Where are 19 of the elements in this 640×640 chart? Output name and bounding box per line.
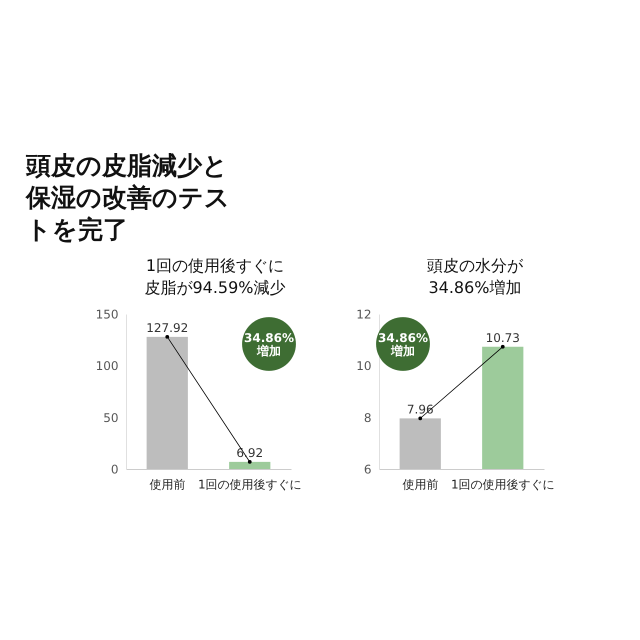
chart-subtitle: 頭皮の水分が34.86%増加 bbox=[426, 255, 524, 299]
chart-subtitle: 1回の使用後すぐに皮脂が94.59%減少 bbox=[143, 255, 286, 299]
annotation: 34.86% 増加 bbox=[244, 331, 294, 358]
y-tick-label: 8 bbox=[364, 410, 372, 425]
y-tick-label: 50 bbox=[103, 410, 118, 425]
y-tick-label: 12 bbox=[356, 308, 372, 322]
y-tick-label: 100 bbox=[96, 359, 118, 374]
x-tick-label: 使用前 bbox=[402, 478, 438, 492]
x-tick-label: 1回の使用後すぐに bbox=[450, 478, 555, 492]
annotation: 34.86% 増加 bbox=[378, 331, 428, 358]
data-label: 10.73 bbox=[486, 330, 520, 345]
y-tick-label: 150 bbox=[96, 308, 118, 322]
y-tick-label: 10 bbox=[356, 359, 372, 374]
x-tick-label: 使用前 bbox=[149, 478, 186, 492]
data-label: 127.92 bbox=[146, 320, 188, 335]
y-tick-label: 0 bbox=[110, 462, 118, 476]
x-tick-label: 1回の使用後すぐに bbox=[198, 478, 302, 492]
chart-title: 頭皮の皮脂減少と保湿の改善のテストを完了 bbox=[26, 150, 231, 246]
y-tick-label: 6 bbox=[364, 462, 372, 476]
